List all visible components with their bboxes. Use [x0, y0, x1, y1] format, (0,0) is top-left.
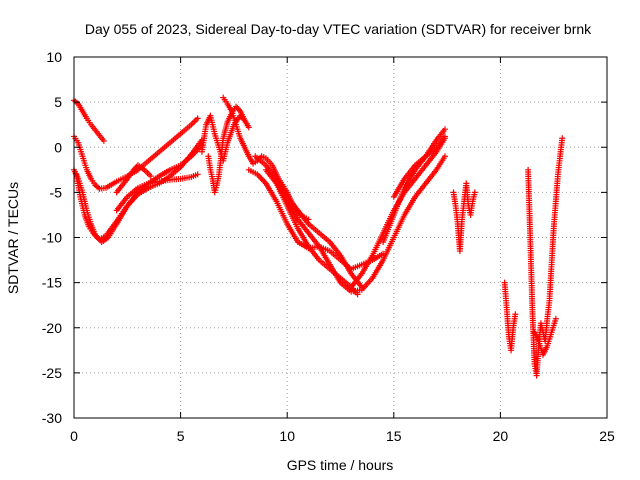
y-tick-label: -15 — [42, 275, 62, 291]
data-point — [552, 315, 559, 322]
y-tick-label: -10 — [42, 230, 62, 246]
y-tick-label: -20 — [42, 320, 62, 336]
x-tick-label: 20 — [493, 428, 509, 444]
x-tick-label: 5 — [177, 428, 185, 444]
y-tick-label: 5 — [54, 94, 62, 110]
series-arc-1 — [71, 97, 107, 144]
data-point — [194, 115, 201, 122]
axis-ticks — [73, 56, 608, 419]
y-tick-label: 10 — [46, 49, 62, 65]
series-arc-16 — [390, 133, 448, 200]
y-tick-label: -30 — [42, 410, 62, 426]
data-point — [471, 189, 478, 196]
series-arc-19 — [525, 135, 566, 379]
data-point — [194, 171, 201, 178]
series-arc-15 — [380, 126, 448, 246]
y-tick-label: -25 — [42, 365, 62, 381]
y-tick-label: -5 — [50, 184, 63, 200]
tick-labels: 0 5 10 15 20 25 -30 -25 -20 -15 -10 -5 0 5 10 — [42, 49, 615, 444]
x-tick-label: 0 — [70, 428, 78, 444]
y-axis-label: SDTVAR / TECUs — [5, 182, 21, 294]
x-tick-label: 25 — [599, 428, 615, 444]
series-arc-18 — [501, 279, 519, 354]
data-point — [147, 173, 154, 180]
x-axis-label: GPS time / hours — [287, 457, 394, 473]
series-arc-5 — [113, 171, 201, 214]
data-point — [100, 137, 107, 144]
series-arc-17 — [450, 180, 478, 255]
chart-title: Day 055 of 2023, Sidereal Day-to-day VTE… — [85, 21, 592, 37]
data-point — [559, 135, 566, 142]
x-tick-label: 10 — [279, 428, 295, 444]
x-tick-label: 15 — [386, 428, 402, 444]
grid-lines — [74, 57, 607, 418]
series-arc-2 — [71, 115, 201, 192]
series-arc-10 — [245, 166, 387, 273]
data-marks — [71, 94, 566, 379]
data-point — [512, 311, 519, 318]
series-arc-13 — [273, 153, 448, 295]
y-tick-label: 0 — [54, 139, 62, 155]
series-arc-8 — [198, 112, 252, 164]
data-point — [245, 124, 252, 131]
data-point — [441, 126, 448, 133]
data-point — [441, 133, 448, 140]
data-point — [441, 153, 448, 160]
series-arc-20 — [531, 315, 559, 358]
series-arc-6 — [113, 162, 154, 196]
